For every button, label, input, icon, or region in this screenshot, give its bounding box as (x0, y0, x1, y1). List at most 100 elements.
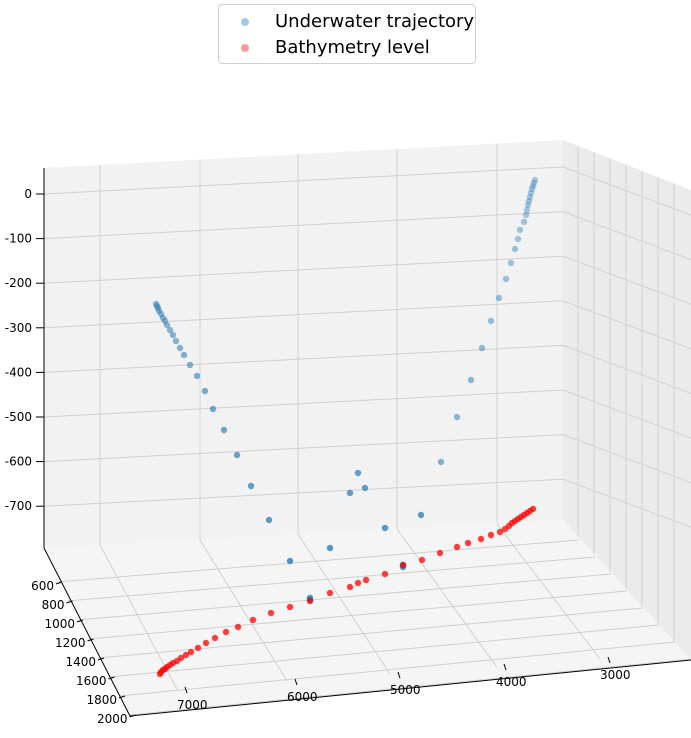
y-tick-label: 1600 (76, 674, 107, 688)
trajectory-point (152, 300, 160, 308)
y-gridline-floor (129, 658, 691, 716)
y-tick-label: 1000 (44, 617, 75, 631)
bathymetry-point (286, 603, 294, 611)
y-tick-label: 600 (31, 579, 54, 593)
trajectory-point (437, 458, 445, 466)
z-tick-label: -400 (5, 365, 32, 379)
legend-label-underwater: Underwater trajectory (275, 11, 475, 32)
z-gridline-side (562, 255, 691, 305)
x-tick-mark (607, 656, 611, 664)
y-tick-mark (108, 676, 115, 680)
trajectory-point (530, 179, 538, 187)
z-gridline-side (562, 389, 691, 439)
bathymetry-point (202, 639, 210, 647)
trajectory-point (176, 344, 184, 352)
x-gridline-floor (297, 533, 391, 675)
trajectory-point (186, 361, 194, 369)
trajectory-point (361, 484, 369, 492)
trajectory-point (201, 387, 209, 395)
trajectory-point (180, 351, 188, 359)
trajectory-point (155, 307, 163, 315)
bathymetry-point (326, 589, 334, 597)
z-tick-label: -100 (5, 232, 32, 246)
trajectory-point (172, 337, 180, 345)
bathymetry-point (194, 644, 202, 652)
y-tick-mark (76, 619, 84, 623)
x-tick-mark (503, 663, 507, 671)
bathymetry-point (156, 670, 164, 678)
trajectory-point (524, 201, 532, 209)
z-gridline (43, 389, 564, 418)
z-tick-label: -600 (5, 455, 32, 469)
bathymetry-point (211, 634, 219, 642)
y-gridline-floor (87, 590, 628, 640)
legend-label-bathymetry: Bathymetry level (275, 37, 430, 58)
x-gridline-floor (496, 523, 601, 660)
trajectory-point (531, 176, 539, 184)
tick-labels: 0 -100 -200 -300 -400 -500 -600 -700 600 800 1000 1… (5, 187, 631, 726)
bathymetry-point (182, 651, 190, 659)
floor-pane (44, 520, 691, 716)
axis-panes (44, 140, 691, 716)
z-gridline-side (562, 211, 691, 261)
y-tick-mark (66, 600, 73, 604)
z-gridline-side (562, 434, 691, 484)
x-gridline-floor (199, 539, 288, 682)
legend-marker-bathymetry (241, 44, 249, 52)
bathymetry-point (436, 549, 444, 557)
trajectory-point (220, 426, 228, 434)
trajectory-point (502, 275, 510, 283)
trajectory-point (516, 226, 524, 234)
bathymetry-point (477, 535, 485, 543)
z-gridline (43, 434, 564, 463)
bathymetry-point (187, 648, 195, 656)
bathymetry-point (346, 583, 354, 591)
trajectory-point (478, 344, 486, 352)
y-tick-label: 1800 (86, 693, 117, 707)
bathymetry-point (381, 570, 389, 578)
y-tick-label: 2000 (97, 712, 128, 726)
z-gridline (43, 300, 564, 329)
y-tick-label: 1200 (55, 636, 86, 650)
z-gridline (43, 166, 564, 195)
bathymetry-point (362, 576, 370, 584)
bathymetry-point (249, 616, 257, 624)
x-tick-mark (397, 671, 401, 679)
bathymetry-point (418, 556, 426, 564)
y-tick-mark (55, 581, 63, 585)
bathymetry-point (354, 579, 362, 587)
trajectory-point (514, 235, 522, 243)
trajectory-point (154, 304, 162, 312)
legend: Underwater trajectory Bathymetry level (218, 4, 476, 64)
trajectory-point (525, 197, 533, 205)
bathymetry-point (222, 628, 230, 636)
bathymetry-point (453, 543, 461, 551)
trajectory-point (495, 294, 503, 302)
series-bathymetry-level (156, 505, 537, 678)
z-tick-label: -200 (5, 276, 32, 290)
z-gridline (43, 255, 564, 284)
z-gridline-side (562, 344, 691, 394)
y-axis-line (43, 547, 131, 717)
trajectory-point (286, 557, 294, 565)
y-tick-mark (87, 638, 94, 642)
trajectory-point (453, 413, 461, 421)
bathymetry-point (496, 528, 504, 536)
series-underwater-trajectory (152, 176, 539, 604)
trajectory-point (520, 218, 528, 226)
y-tick-mark (129, 714, 136, 718)
trajectory-point (417, 511, 425, 519)
z-gridline-side (562, 478, 691, 528)
z-tick-label: 0 (24, 187, 32, 201)
y-gridline-floor (66, 556, 596, 602)
legend-marker-underwater (241, 18, 249, 26)
trajectory-point (354, 469, 362, 477)
trajectory-point (326, 544, 334, 552)
bathymetry-point (399, 561, 407, 569)
trajectory-point (507, 259, 515, 267)
y-tick-label: 800 (42, 598, 65, 612)
z-tick-label: -700 (5, 499, 32, 513)
axis-lines (36, 168, 691, 718)
trajectory-point (169, 331, 177, 339)
